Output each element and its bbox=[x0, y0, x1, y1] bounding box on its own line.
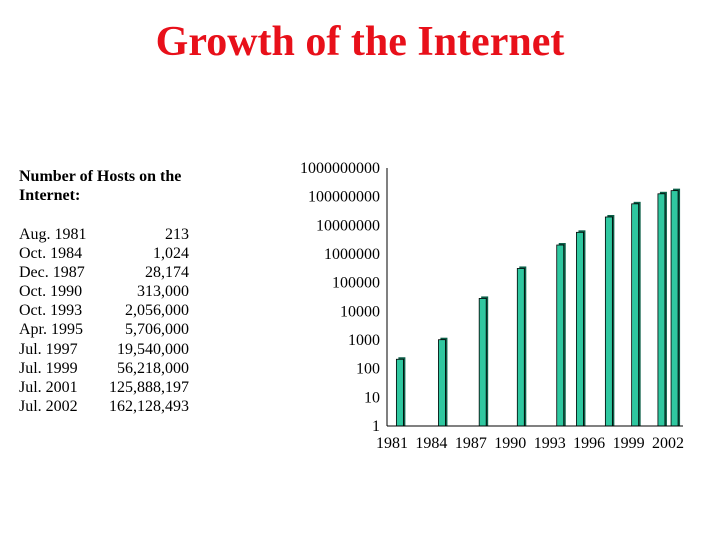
host-table-row: Oct. 1984 1,024 bbox=[19, 244, 189, 263]
bar bbox=[395, 357, 406, 427]
host-table-row: Oct. 1990 313,000 bbox=[19, 282, 189, 301]
bar-face bbox=[576, 231, 584, 427]
host-date: Jul. 1997 bbox=[19, 340, 78, 358]
host-table-row: Oct. 1993 2,056,000 bbox=[19, 301, 189, 320]
host-table-row: Jul. 1997 19,540,000 bbox=[19, 340, 189, 359]
host-table-row: Jul. 2002 162,128,493 bbox=[19, 397, 189, 416]
host-table-row: Jul. 2001 125,888,197 bbox=[19, 378, 189, 397]
x-tick-label: 1981 bbox=[376, 435, 408, 452]
host-date: Jul. 1999 bbox=[19, 359, 78, 377]
host-date: Aug. 1981 bbox=[19, 226, 87, 243]
x-tick-label: 1993 bbox=[534, 435, 566, 452]
host-table-row: Dec. 1987 28,174 bbox=[19, 263, 189, 282]
y-tick-label: 1000000 bbox=[324, 246, 380, 263]
bar-face bbox=[438, 339, 446, 427]
y-tick-label: 100000 bbox=[332, 275, 380, 292]
y-tick-label: 100 bbox=[356, 361, 380, 378]
bar-face bbox=[395, 358, 404, 427]
hosts-table: Aug. 1981 213 Oct. 1984 1,024 Dec. 1987 28,17… bbox=[19, 225, 189, 416]
bar bbox=[670, 188, 681, 427]
x-tick-label: 1990 bbox=[494, 435, 526, 452]
bar bbox=[478, 296, 489, 427]
host-date: Apr. 1995 bbox=[19, 321, 83, 339]
host-count: 19,540,000 bbox=[117, 340, 189, 358]
x-tick-label: 1999 bbox=[613, 435, 645, 452]
x-tick-label: 1987 bbox=[455, 435, 487, 452]
bar-face bbox=[556, 244, 565, 427]
x-tick-labels: 1981 1984 1987 1990 1993 1996 1999 2002 bbox=[376, 435, 684, 452]
bar bbox=[576, 230, 586, 427]
host-count: 2,056,000 bbox=[125, 302, 189, 320]
host-count: 162,128,493 bbox=[109, 397, 189, 415]
host-table-row: Jul. 1999 56,218,000 bbox=[19, 359, 189, 378]
bar-face bbox=[478, 298, 487, 427]
host-count: 5,706,000 bbox=[125, 321, 189, 339]
page-title: Growth of the Internet bbox=[155, 19, 565, 65]
host-date: Oct. 1990 bbox=[19, 283, 83, 301]
y-tick-labels: 1 10 100 1000 10000 100000 1000000 10000000 1000… bbox=[300, 160, 380, 435]
y-tick-label: 1000 bbox=[348, 332, 380, 349]
host-count: 313,000 bbox=[137, 283, 189, 301]
host-date: Jul. 2001 bbox=[19, 378, 78, 396]
host-count: 1,024 bbox=[153, 245, 189, 263]
host-table-row: Apr. 1995 5,706,000 bbox=[19, 320, 189, 339]
y-tick-label: 10 bbox=[364, 389, 380, 406]
host-date: Oct. 1984 bbox=[19, 245, 83, 263]
bar bbox=[657, 191, 667, 427]
bar bbox=[631, 201, 641, 427]
host-count: 56,218,000 bbox=[117, 359, 189, 377]
y-tick-label: 10000 bbox=[340, 303, 380, 320]
bar-face bbox=[631, 203, 640, 427]
y-tick-label: 1000000000 bbox=[300, 160, 380, 177]
host-date: Oct. 1993 bbox=[19, 302, 83, 320]
bar-face bbox=[604, 216, 613, 427]
chart-bars bbox=[395, 188, 681, 427]
host-table-row: Aug. 1981 213 bbox=[19, 225, 189, 244]
x-tick-label: 1996 bbox=[573, 435, 605, 452]
bar-face bbox=[670, 190, 679, 427]
bar-face bbox=[516, 268, 525, 427]
bar bbox=[438, 337, 448, 427]
y-tick-label: 100000000 bbox=[308, 189, 380, 206]
bar-face bbox=[657, 193, 666, 427]
y-tick-label: 1 bbox=[372, 418, 380, 435]
host-count: 28,174 bbox=[145, 264, 189, 282]
host-date: Dec. 1987 bbox=[19, 264, 85, 282]
y-tick-label: 10000000 bbox=[316, 217, 380, 234]
host-count: 125,888,197 bbox=[109, 378, 189, 396]
x-tick-label: 1984 bbox=[415, 435, 447, 452]
host-date: Jul. 2002 bbox=[19, 397, 78, 415]
bar bbox=[516, 266, 527, 427]
bar bbox=[556, 243, 566, 427]
bar bbox=[604, 214, 615, 427]
host-count: 213 bbox=[165, 226, 189, 243]
x-tick-label: 2002 bbox=[652, 435, 684, 452]
hosts-table-heading: Number of Hosts on the Internet: bbox=[19, 168, 182, 204]
